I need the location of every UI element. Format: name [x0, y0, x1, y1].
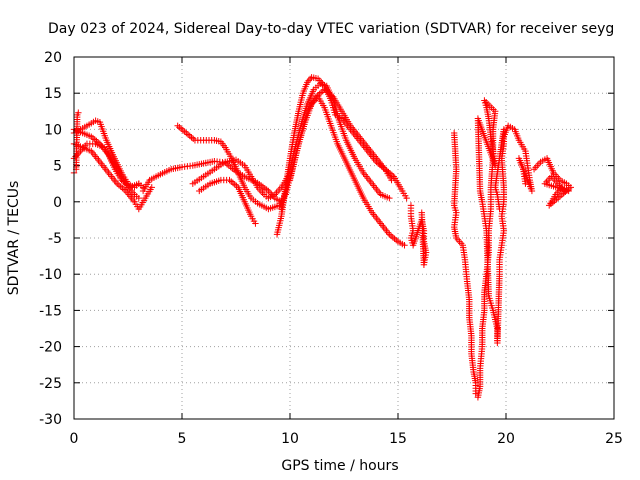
series-cluster-17to20 — [450, 97, 508, 401]
data-point — [561, 187, 568, 195]
data-point — [135, 180, 142, 187]
data-point — [496, 205, 503, 213]
y-tick-label: 0 — [53, 195, 62, 211]
data-point — [226, 176, 233, 184]
data-point — [184, 131, 192, 138]
series-arc-21to23 — [530, 155, 574, 209]
data-point — [183, 129, 190, 137]
data-point — [252, 220, 259, 227]
y-tick-label: -20 — [39, 340, 62, 356]
data-point — [389, 234, 397, 241]
x-tick-labels: 0 5 10 15 20 25 — [70, 431, 623, 447]
data-point — [306, 75, 314, 83]
series-arc-i — [196, 176, 259, 227]
y-tick-labels: 20 15 10 5 0 -5 -10 -15 -20 -25 -30 — [39, 50, 62, 428]
y-tick-label: 5 — [53, 159, 62, 175]
data-point — [186, 132, 193, 140]
data-point — [391, 235, 398, 242]
series-arc-m — [286, 86, 395, 184]
data-point — [386, 194, 393, 202]
y-tick-label: 10 — [44, 122, 62, 138]
data-point — [387, 232, 395, 240]
data-point — [316, 90, 323, 98]
y-tick-label: 20 — [44, 50, 62, 66]
data-point — [403, 194, 410, 202]
data-point — [522, 180, 529, 187]
data-point — [228, 178, 235, 185]
data-point — [388, 176, 395, 184]
data-point — [177, 125, 185, 132]
y-tick-label: -10 — [39, 267, 62, 283]
y-tick-label: -5 — [48, 231, 62, 247]
y-axis-label: SDTVAR / TECUs — [6, 181, 22, 296]
data-point — [418, 209, 425, 216]
data-point — [229, 179, 237, 187]
data-point — [135, 194, 142, 202]
data-point — [75, 109, 82, 116]
y-tick-label: -15 — [39, 303, 62, 319]
x-axis-label: GPS time / hours — [281, 458, 398, 474]
data-point — [93, 137, 100, 145]
data-point — [148, 184, 155, 191]
plot-frame — [73, 56, 615, 420]
y-tick-label: 15 — [44, 86, 62, 102]
series-arc-20to21 — [500, 122, 536, 195]
chart-title: Day 023 of 2024, Sidereal Day-to-day VTE… — [48, 21, 614, 37]
data-point — [188, 134, 195, 141]
data-point — [174, 122, 181, 129]
data-point — [314, 92, 321, 99]
y-tick-label: -25 — [39, 376, 62, 392]
x-tick-label: 5 — [178, 431, 187, 447]
x-tick-label: 15 — [389, 431, 407, 447]
y-tick-label: -30 — [39, 412, 62, 428]
data-points — [70, 74, 574, 401]
data-point — [401, 242, 408, 249]
x-tick-label: 25 — [605, 431, 623, 447]
data-point — [190, 135, 197, 143]
data-point — [231, 181, 238, 188]
data-point — [179, 126, 187, 134]
series-cluster-15to17 — [407, 202, 430, 268]
x-tick-label: 20 — [497, 431, 515, 447]
x-tick-label: 0 — [70, 431, 79, 447]
x-tick-label: 10 — [281, 431, 299, 447]
grid — [74, 57, 614, 419]
